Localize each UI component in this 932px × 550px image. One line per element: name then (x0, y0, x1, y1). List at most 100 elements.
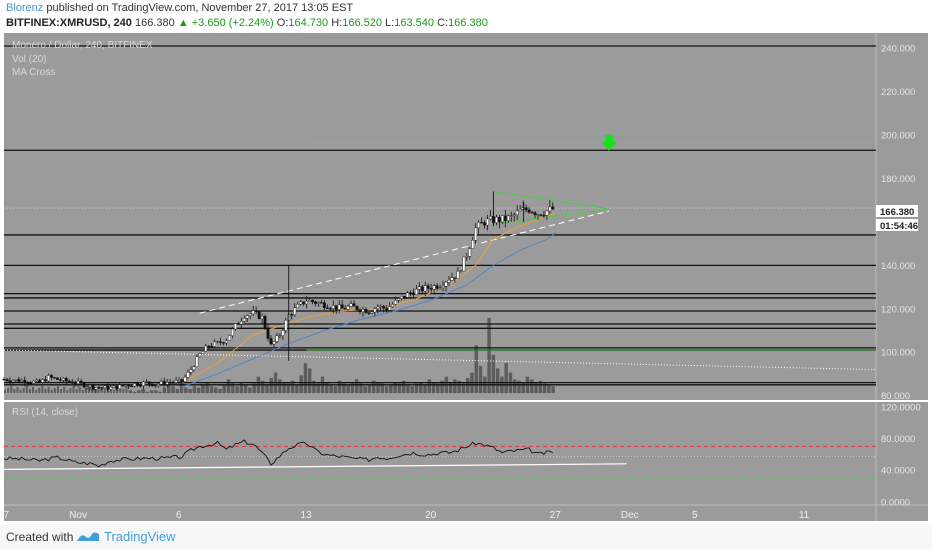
candle-body (524, 207, 528, 211)
candle-body (465, 256, 469, 258)
volume-bar (419, 382, 423, 393)
candle-body (210, 346, 214, 348)
candle-body (100, 387, 104, 389)
candle-body (512, 214, 516, 216)
candle-body (379, 306, 383, 308)
candle-body (50, 375, 53, 378)
candle-body (331, 305, 335, 309)
candle-body (269, 338, 273, 345)
candle-body (225, 340, 228, 344)
volume-bar (50, 390, 53, 393)
candle-body (468, 248, 472, 257)
volume-bar (389, 384, 393, 393)
candle-body (41, 379, 44, 383)
symbol-label[interactable]: BITFINEX:XMRUSD, 240 (6, 17, 132, 29)
volume-bar (436, 383, 440, 393)
open-label: O: (276, 17, 289, 29)
candle-body (20, 379, 24, 382)
volume-bar (162, 387, 167, 393)
candle-body (174, 380, 178, 383)
candle-body (438, 287, 442, 289)
candle-body (156, 384, 160, 386)
volume-bar (504, 363, 508, 393)
volume-bar (75, 389, 78, 393)
candle-body (423, 285, 427, 292)
volume-bar (222, 384, 227, 393)
rsi-tick-label: 120.0000 (881, 402, 921, 413)
candle-body (263, 316, 267, 329)
candle-body (382, 306, 386, 309)
candle-body (459, 270, 463, 272)
volume-bar (342, 383, 346, 393)
volume-bar (461, 383, 466, 393)
candle-body (242, 318, 246, 322)
volume-bar (448, 382, 453, 393)
volume-bar (478, 365, 483, 393)
rsi-axis[interactable] (876, 402, 928, 505)
rsi-pane[interactable] (4, 402, 876, 505)
candle-body (394, 300, 397, 305)
volume-bar (453, 379, 457, 393)
candle-body (432, 285, 436, 290)
volume-bar (440, 380, 444, 393)
author-link[interactable]: Blorenz (6, 2, 44, 14)
volume-bar (487, 318, 491, 393)
candle-body (251, 310, 255, 315)
candle-body (435, 285, 439, 289)
candle-body (299, 301, 303, 305)
volume-bar (542, 383, 547, 393)
trendline (199, 210, 610, 314)
volume-bar (171, 386, 175, 393)
axis-labels: 80.000100.000120.000140.000160.000180.00… (0, 44, 921, 521)
volume-bar (38, 388, 41, 393)
candle-body (272, 341, 276, 345)
volume-bar (337, 380, 342, 393)
candle-body (533, 212, 537, 216)
time-tick-label: 27 (550, 510, 562, 521)
candle-body (139, 385, 142, 387)
candles (2, 191, 555, 393)
candle-body (495, 216, 498, 223)
candle-body (32, 380, 36, 384)
candle-body (239, 321, 243, 325)
candle-body (150, 383, 154, 387)
tradingview-brand[interactable]: TradingView (104, 529, 176, 544)
volume-bar (122, 389, 125, 393)
candle-body (400, 295, 403, 299)
candle-body (521, 207, 525, 210)
time-axis[interactable] (4, 505, 928, 521)
ma-slow-line (181, 232, 556, 388)
candle-body (471, 240, 475, 249)
candle-body (462, 256, 466, 272)
candle-body (515, 210, 519, 215)
candle-body (5, 379, 9, 381)
candle-body (426, 285, 430, 289)
high-value: 166.520 (342, 17, 382, 29)
volume-bar (113, 390, 115, 393)
volume-bar (252, 383, 256, 393)
candle-body (233, 323, 237, 330)
volume-bar (69, 388, 72, 393)
tradingview-logo-icon[interactable] (76, 528, 100, 546)
volume-bar (393, 382, 397, 393)
volume-bar (517, 380, 521, 393)
low-label: L: (385, 17, 395, 29)
candle-body (290, 314, 294, 316)
volume-bar (22, 388, 25, 393)
candle-body (450, 277, 454, 281)
candle-body (136, 383, 139, 386)
volume-bar (431, 382, 436, 393)
volume-bar (278, 379, 282, 393)
candle-body (23, 379, 27, 384)
volume-bar (158, 391, 162, 393)
volume-bar (78, 387, 81, 393)
candle-body (340, 304, 344, 309)
candle-body (53, 377, 56, 379)
chart-area[interactable]: 80.000100.000120.000140.000160.000180.00… (0, 33, 932, 524)
volume-bar (376, 382, 380, 393)
candle-body (180, 379, 184, 382)
candle-body (361, 309, 365, 312)
volume-bar (295, 384, 299, 393)
price-pane[interactable] (4, 33, 876, 400)
candle-body (308, 299, 311, 302)
